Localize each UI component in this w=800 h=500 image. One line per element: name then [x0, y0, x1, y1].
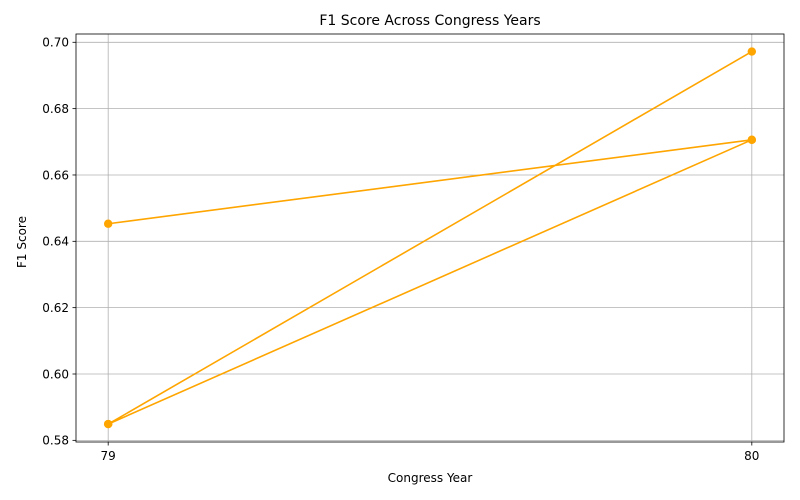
- y-tick-label: 0.66: [42, 168, 69, 182]
- data-point: [747, 47, 757, 56]
- plot-frame: [75, 33, 785, 443]
- y-tick-label: 0.68: [42, 102, 69, 116]
- data-point: [747, 135, 757, 145]
- data-point: [103, 419, 113, 429]
- y-tick-label: 0.62: [42, 301, 69, 315]
- chart-title: F1 Score Across Congress Years: [319, 13, 540, 29]
- series-line: [107, 50, 753, 425]
- x-axis: 79 80: [101, 442, 759, 463]
- y-tick-label: 0.64: [42, 235, 69, 249]
- y-axis: 0.58 0.60 0.62 0.64 0.66 0.68 0.70: [42, 36, 76, 448]
- x-tick-label: 80: [744, 449, 759, 463]
- y-tick-label: 0.58: [42, 434, 69, 448]
- y-tick-label: 0.70: [42, 36, 69, 50]
- series-layer: [103, 47, 757, 429]
- y-tick-label: 0.60: [42, 367, 69, 381]
- y-axis-label: F1 Score: [15, 216, 29, 268]
- x-axis-label: Congress Year: [388, 471, 473, 485]
- x-tick-label: 79: [101, 449, 116, 463]
- data-point: [103, 219, 113, 228]
